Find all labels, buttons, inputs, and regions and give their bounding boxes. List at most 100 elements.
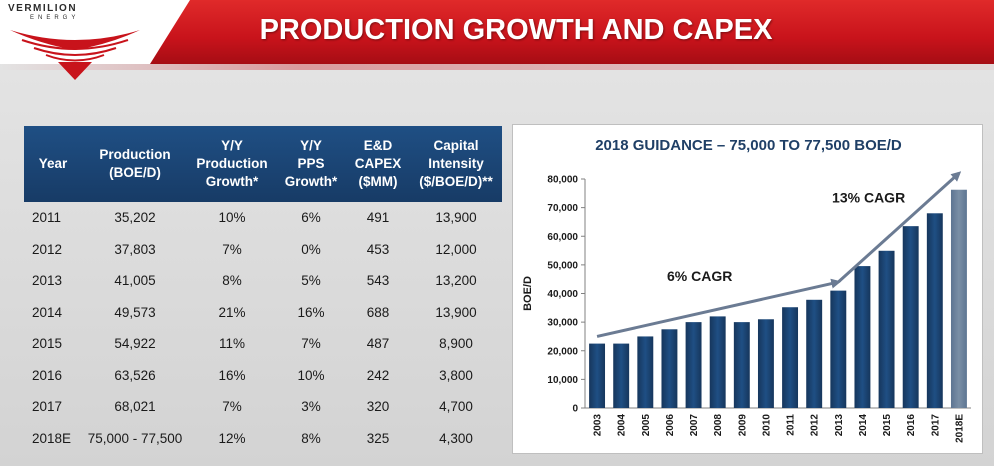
x-tick-label: 2010: [761, 414, 772, 437]
vermilion-logo: VERMILION ENERGY: [0, 0, 150, 90]
cell-production: 41,005: [114, 273, 156, 289]
cell-production: 37,803: [114, 241, 156, 257]
col-header-production: Production (BOE/D): [99, 147, 171, 180]
cell-year: 2014: [32, 304, 63, 320]
table-row: 2015 54,922 11% 7% 487 8,900: [24, 328, 502, 360]
bar: [757, 319, 774, 408]
chart-title: 2018 GUIDANCE – 75,000 TO 77,500 BOE/D: [595, 137, 902, 154]
bar: [902, 226, 919, 408]
cagr-label: 13% CAGR: [832, 190, 905, 206]
col-header-production-growth: Y/Y Production Growth*: [196, 138, 268, 189]
bar: [854, 266, 871, 408]
table-row: 2013 41,005 8% 5% 543 13,200: [24, 265, 502, 297]
cell-capital-intensity: 4,300: [439, 430, 473, 446]
x-tick-label: 2006: [665, 414, 676, 437]
logo-background: [0, 0, 150, 64]
x-tick-label: 2011: [786, 414, 797, 436]
y-tick-label: 80,000: [547, 175, 578, 186]
bar: [806, 299, 823, 408]
cell-capital-intensity: 12,000: [435, 241, 477, 257]
bar: [685, 322, 702, 408]
x-tick-label: 2007: [689, 414, 700, 437]
cell-production-growth: 12%: [218, 430, 246, 446]
cell-capex: 487: [366, 336, 390, 352]
table-row: 2016 63,526 16% 10% 242 3,800: [24, 360, 502, 392]
cell-capex: 491: [366, 210, 390, 226]
bar: [613, 343, 630, 408]
cell-capex: 325: [366, 430, 390, 446]
x-tick-label: 2003: [593, 414, 604, 437]
bar: [709, 316, 726, 408]
logo-wordmark: VERMILION: [8, 3, 78, 14]
y-tick-label: 10,000: [547, 375, 578, 386]
cell-production: 35,202: [114, 210, 156, 226]
x-tick-label: 2008: [713, 414, 724, 437]
cell-production-growth: 21%: [218, 304, 246, 320]
cell-capital-intensity: 13,900: [435, 304, 477, 320]
cell-pps-growth: 6%: [301, 210, 321, 226]
col-header-capital-intensity: Capital Intensity ($/BOE/D)**: [419, 138, 493, 189]
cell-pps-growth: 7%: [301, 336, 321, 352]
cell-pps-growth: 5%: [301, 273, 321, 289]
cagr-arrow: [596, 278, 842, 338]
cell-production-growth: 7%: [222, 399, 242, 415]
cell-production-growth: 7%: [222, 241, 242, 257]
x-tick-label: 2009: [737, 414, 748, 437]
bar: [733, 322, 750, 408]
cell-year: 2013: [32, 273, 63, 289]
cell-year: 2015: [32, 336, 63, 352]
bar: [637, 336, 654, 408]
cell-production-growth: 8%: [222, 273, 242, 289]
cell-capex: 688: [366, 304, 390, 320]
cell-capital-intensity: 13,900: [435, 210, 477, 226]
cell-capital-intensity: 4,700: [439, 399, 473, 415]
table-row: 2012 37,803 7% 0% 453 12,000: [24, 234, 502, 266]
cell-capital-intensity: 13,200: [435, 273, 477, 289]
header-shadow-stripe: [0, 64, 994, 70]
production-bar-chart: 0 10,000 20,000 30,000 40,000 50,000 60,000 70,…: [522, 171, 971, 443]
cell-year: 2018E: [32, 430, 72, 446]
page-title: PRODUCTION GROWTH AND CAPEX: [259, 14, 773, 46]
cell-production: 68,021: [114, 399, 156, 415]
x-tick-label: 2014: [858, 414, 869, 437]
cell-production: 75,000 - 77,500: [87, 430, 183, 446]
bar: [878, 250, 895, 408]
cell-pps-growth: 10%: [297, 367, 325, 383]
cell-pps-growth: 16%: [297, 304, 325, 320]
cell-capex: 543: [366, 273, 390, 289]
table-row: 2014 49,573 21% 16% 688 13,900: [24, 297, 502, 329]
bar-estimate: [950, 189, 967, 408]
y-tick-label: 70,000: [547, 203, 578, 214]
bar: [830, 290, 847, 408]
col-header-year: Year: [38, 156, 68, 171]
cell-production-growth: 11%: [218, 336, 246, 352]
x-tick-label: 2017: [930, 414, 941, 437]
logo-subtext: ENERGY: [30, 15, 80, 21]
bar: [926, 213, 943, 408]
bar: [782, 307, 799, 408]
table-header-row: Year Production (BOE/D) Y/Y Production G…: [24, 126, 502, 202]
x-tick-label: 2012: [810, 414, 821, 437]
table-row: 2017 68,021 7% 3% 320 4,700: [24, 391, 502, 423]
cell-capex: 242: [366, 367, 390, 383]
col-header-capex: E&D CAPEX ($MM): [354, 138, 402, 189]
cell-year: 2017: [32, 399, 63, 415]
table-row: 2011 35,202 10% 6% 491 13,900: [24, 202, 502, 234]
x-tick-label: 2004: [617, 414, 628, 437]
bar: [661, 329, 678, 408]
production-table: Year Production (BOE/D) Y/Y Production G…: [24, 126, 502, 452]
y-tick-label: 0: [572, 404, 578, 415]
cell-capital-intensity: 3,800: [439, 367, 473, 383]
cell-pps-growth: 8%: [301, 430, 321, 446]
cell-production-growth: 10%: [218, 210, 246, 226]
y-tick-label: 60,000: [547, 232, 578, 243]
cagr-label: 6% CAGR: [667, 268, 732, 284]
y-tick-label: 20,000: [547, 346, 578, 357]
cell-production: 54,922: [114, 336, 156, 352]
cell-capital-intensity: 8,900: [439, 336, 473, 352]
col-header-pps-growth: Y/Y PPS Growth*: [284, 138, 338, 189]
x-tick-label: 2005: [641, 414, 652, 437]
cell-pps-growth: 3%: [301, 399, 321, 415]
cell-pps-growth: 0%: [301, 241, 321, 257]
cell-production: 63,526: [114, 367, 156, 383]
